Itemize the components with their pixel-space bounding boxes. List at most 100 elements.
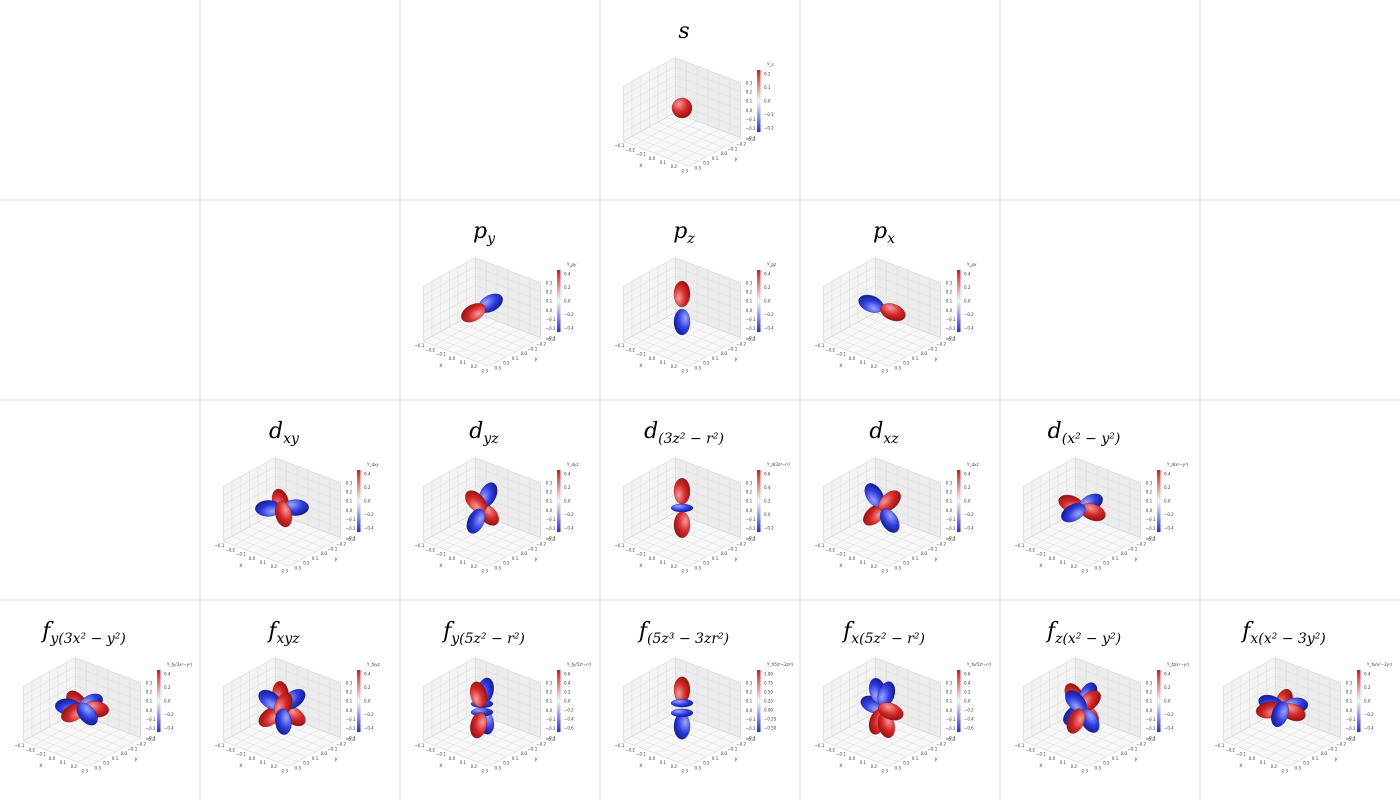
x-tick-label: 0.0 bbox=[849, 356, 856, 361]
y-tick-label: −0.1 bbox=[928, 346, 938, 351]
z-tick-label: 0.3 bbox=[546, 280, 553, 285]
x-tick-label: 0.3 bbox=[1082, 768, 1089, 773]
colorbar-tick-label: 0.2 bbox=[564, 485, 571, 490]
z-tick-label: 0.3 bbox=[146, 680, 153, 685]
pane-grid-line bbox=[423, 257, 476, 287]
colorbar-tick-label: −0.2 bbox=[1364, 712, 1374, 717]
y-tick-label: 0.1 bbox=[712, 756, 719, 761]
z-tick-label: −0.3 bbox=[1146, 735, 1156, 740]
z-tick-label: 0.0 bbox=[746, 708, 753, 713]
y-tick-label: −0.1 bbox=[728, 546, 738, 551]
y-tick-label: 0.2 bbox=[703, 561, 710, 566]
y-tick-label: 0.0 bbox=[921, 751, 928, 756]
y-tick-label: 0.0 bbox=[521, 751, 528, 756]
z-tick-label: −0.3 bbox=[746, 535, 756, 540]
colorbar-tick-label: 0.0 bbox=[964, 499, 971, 504]
colorbar-tick-label: −0.2 bbox=[564, 708, 574, 713]
pane-grid-line bbox=[631, 736, 698, 762]
y-tick-label: 0.0 bbox=[321, 751, 328, 756]
y-tick-label: −0.3 bbox=[145, 737, 155, 742]
plots-layer: s−0.3−0.2−0.10.00.10.20.3−0.3−0.2−0.10.0… bbox=[14, 19, 1392, 773]
pane-grid-line bbox=[675, 657, 741, 684]
orbital-title: fy(3x² − y²) bbox=[40, 619, 126, 647]
z-tick-label: 0.3 bbox=[346, 480, 353, 485]
y-tick-label: 0.3 bbox=[895, 365, 902, 370]
z-tick-label: 0.1 bbox=[546, 699, 553, 704]
z-tick-label: 0.3 bbox=[1146, 480, 1153, 485]
z-tick-label: 0.0 bbox=[746, 508, 753, 513]
y-tick-label: −0.1 bbox=[728, 346, 738, 351]
z-tick-label: 0.3 bbox=[546, 680, 553, 685]
y-axis-label: y bbox=[734, 757, 739, 763]
y-tick-label: 0.2 bbox=[903, 761, 910, 766]
colorbar-tick-label: 0.2 bbox=[1164, 685, 1171, 690]
pane-grid-line bbox=[475, 466, 541, 493]
y-tick-label: 0.3 bbox=[495, 765, 502, 770]
colorbar-tick-label: −0.4 bbox=[164, 726, 174, 731]
colorbar-tick-label: −0.25 bbox=[764, 717, 777, 722]
colorbar bbox=[957, 470, 961, 532]
y-tick-label: 0.0 bbox=[921, 551, 928, 556]
y-tick-label: 0.1 bbox=[312, 556, 319, 561]
colorbar-tick-label: 0.4 bbox=[364, 672, 371, 677]
colorbar bbox=[757, 470, 761, 532]
x-tick-label: −0.3 bbox=[614, 743, 624, 748]
x-tick-label: 0.2 bbox=[671, 564, 678, 569]
y-tick-label: 0.1 bbox=[712, 356, 719, 361]
colorbar-tick-label: −0.2 bbox=[1164, 512, 1174, 517]
colorbar-tick-label: −0.4 bbox=[564, 526, 574, 531]
pane-grid-line bbox=[423, 740, 489, 767]
x-tick-label: −0.3 bbox=[1014, 743, 1024, 748]
colorbar-tick-label: 0.2 bbox=[564, 690, 571, 695]
colorbar-tick-label: 0.6 bbox=[964, 672, 971, 677]
z-tick-label: −0.1 bbox=[146, 717, 156, 722]
z-tick-label: 0.0 bbox=[546, 308, 553, 313]
pane-grid-line bbox=[675, 457, 741, 484]
pane-grid-line bbox=[23, 666, 76, 696]
y-tick-label: 0.0 bbox=[121, 751, 128, 756]
y-tick-label: 0.1 bbox=[912, 556, 919, 561]
pane-grid-line bbox=[31, 736, 98, 762]
z-tick-label: −0.1 bbox=[1146, 717, 1156, 722]
positive-lobe bbox=[465, 490, 487, 513]
pane-grid-line bbox=[823, 266, 876, 296]
pane-grid-line bbox=[688, 537, 741, 567]
x-axis-label: x bbox=[638, 763, 642, 769]
pane-grid-line bbox=[1023, 466, 1076, 496]
colorbar bbox=[557, 470, 561, 532]
pane-grid-line bbox=[1075, 666, 1141, 693]
colorbar-tick-label: 0.6 bbox=[564, 672, 571, 677]
x-tick-label: 0.0 bbox=[1049, 756, 1056, 761]
pane-grid-line bbox=[1031, 736, 1098, 762]
pane-grid-line bbox=[431, 536, 498, 562]
y-tick-label: 0.2 bbox=[1303, 761, 1310, 766]
pane-grid-line bbox=[675, 257, 741, 284]
x-tick-label: 0.0 bbox=[649, 756, 656, 761]
pane-grid-line bbox=[488, 537, 541, 567]
pane-grid-line bbox=[475, 666, 541, 693]
x-tick-label: −0.2 bbox=[425, 747, 435, 752]
y-tick-label: −0.3 bbox=[1145, 737, 1155, 742]
y-tick-label: 0.2 bbox=[703, 361, 710, 366]
z-tick-label: 0.1 bbox=[746, 299, 753, 304]
z-tick-label: 0.1 bbox=[546, 299, 553, 304]
positive-lobe bbox=[673, 511, 691, 538]
z-tick-label: −0.3 bbox=[946, 535, 956, 540]
orbital-title: fz(x² − y²) bbox=[1045, 619, 1121, 647]
y-axis-label: y bbox=[934, 557, 939, 563]
z-tick-label: −0.1 bbox=[946, 317, 956, 322]
colorbar-tick-label: −0.4 bbox=[564, 717, 574, 722]
orbital-plot-dxz: dxz−0.3−0.2−0.10.00.10.20.3−0.3−0.2−0.10… bbox=[814, 419, 979, 573]
y-tick-label: −0.1 bbox=[328, 746, 338, 751]
y-tick-label: 0.2 bbox=[103, 761, 110, 766]
colorbar-tick-label: 0.0 bbox=[564, 499, 571, 504]
z-tick-label: 0.1 bbox=[146, 699, 153, 704]
z-tick-label: −0.1 bbox=[946, 517, 956, 522]
colorbar-tick-label: 0.6 bbox=[764, 472, 771, 477]
colorbar-tick-label: −0.2 bbox=[764, 312, 774, 317]
x-tick-label: −0.1 bbox=[236, 552, 246, 557]
positive-lobe bbox=[878, 490, 901, 512]
orbital-plot-f2: fxyz−0.3−0.2−0.10.00.10.20.3−0.3−0.2−0.1… bbox=[214, 619, 380, 773]
x-tick-label: 0.3 bbox=[282, 768, 289, 773]
x-axis-label: x bbox=[238, 763, 242, 769]
